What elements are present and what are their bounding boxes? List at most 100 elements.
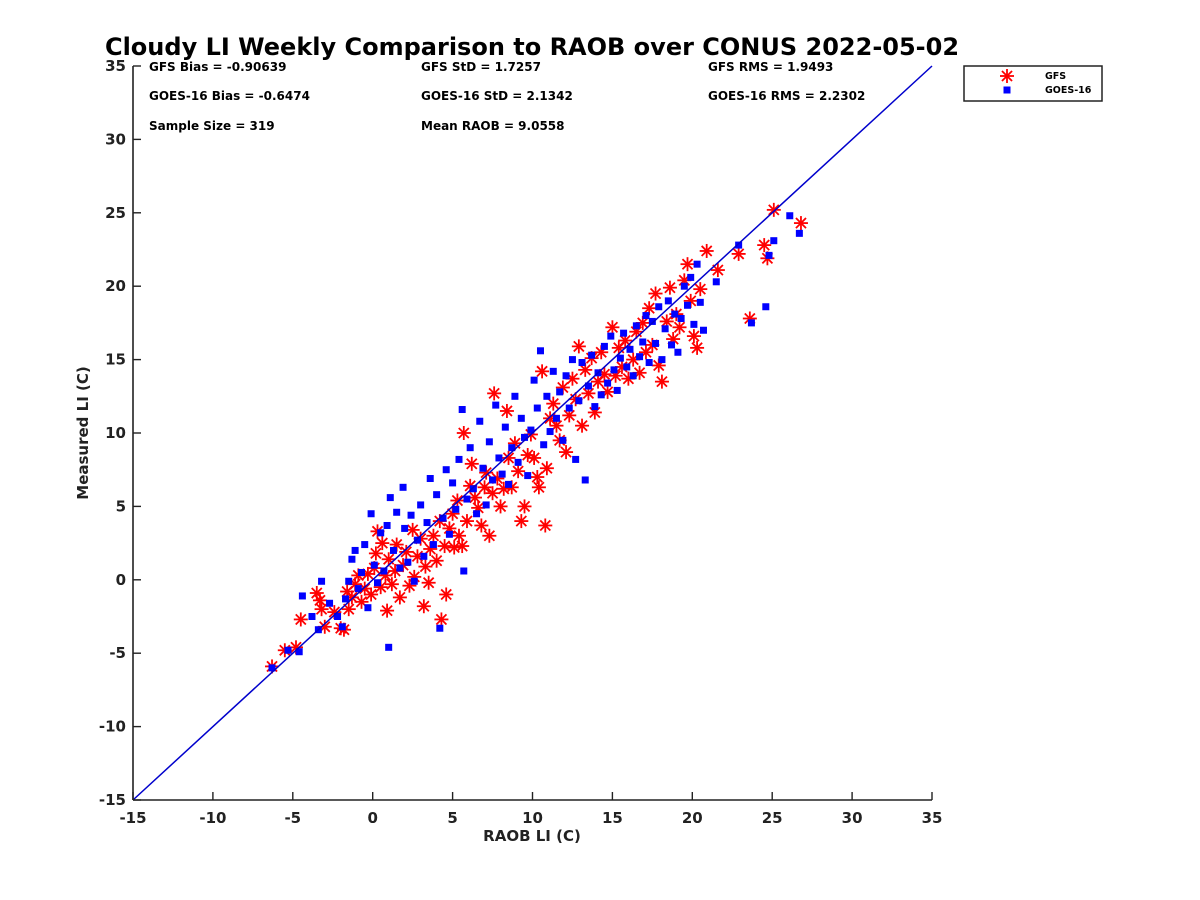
gfs-point <box>530 470 545 485</box>
goes16-point <box>655 303 663 311</box>
goes16-point <box>373 579 381 587</box>
goes16-point <box>385 643 393 651</box>
goes16-point <box>584 382 592 390</box>
goes16-point <box>377 529 385 537</box>
goes16-point <box>696 298 704 306</box>
goes16-point <box>632 322 640 330</box>
stat-gfs-std: GFS StD = 1.7257 <box>421 60 541 74</box>
y-tick-label: 10 <box>105 424 126 442</box>
goes16-point <box>399 483 407 491</box>
legend-gfs-marker <box>1000 69 1014 83</box>
goes16-point <box>436 624 444 632</box>
goes16-point <box>765 251 773 259</box>
goes16-point <box>489 476 497 484</box>
goes16-point <box>565 404 573 412</box>
goes16-point <box>501 423 509 431</box>
stat-goes-bias: GOES-16 Bias = -0.6474 <box>149 89 310 103</box>
goes16-point <box>693 260 701 268</box>
goes16-point <box>367 510 375 518</box>
goes16-point <box>476 417 484 425</box>
goes16-point <box>629 372 637 380</box>
goes16-point <box>762 303 770 311</box>
gfs-point <box>672 320 687 335</box>
points-layer <box>265 202 808 674</box>
goes16-point <box>469 485 477 493</box>
goes16-point <box>495 454 503 462</box>
goes16-point <box>423 519 431 527</box>
goes16-point <box>652 339 660 347</box>
goes16-point <box>562 372 570 380</box>
goes16-point <box>511 392 519 400</box>
gfs-point <box>654 374 669 389</box>
legend-gfs-label: GFS <box>1045 71 1066 82</box>
goes16-point <box>642 312 650 320</box>
goes16-point <box>351 546 359 554</box>
goes16-point <box>426 475 434 483</box>
goes16-point <box>452 505 460 513</box>
goes16-point <box>671 310 679 318</box>
goes16-point <box>639 338 647 346</box>
y-axis-label: Measured LI (C) <box>74 366 92 499</box>
gfs-point <box>439 587 454 602</box>
gfs-point <box>662 280 677 295</box>
goes16-point <box>442 466 450 474</box>
gfs-point <box>426 528 441 543</box>
gfs-point <box>710 263 725 278</box>
x-tick-label: -15 <box>119 809 146 827</box>
goes16-point <box>401 524 409 532</box>
gfs-point <box>693 282 708 297</box>
goes16-point <box>498 470 506 478</box>
goes16-point <box>389 546 397 554</box>
gfs-point <box>499 403 514 418</box>
goes16-point <box>380 567 388 575</box>
gfs-point <box>686 329 701 344</box>
goes16-point <box>581 476 589 484</box>
gfs-point <box>456 426 471 440</box>
goes16-point <box>546 428 554 436</box>
goes16-point <box>370 561 378 569</box>
goes16-point <box>591 403 599 411</box>
goes16-point <box>552 414 560 422</box>
goes16-point <box>298 592 306 600</box>
stat-gfs-bias: GFS Bias = -0.90639 <box>149 60 286 74</box>
gfs-point <box>418 559 433 574</box>
goes16-point <box>308 613 316 620</box>
goes16-point <box>466 444 474 452</box>
x-tick-label: 5 <box>447 809 457 827</box>
goes16-point <box>540 441 548 449</box>
goes16-point <box>479 464 487 472</box>
goes16-point <box>439 514 447 522</box>
gfs-point <box>680 257 695 272</box>
goes16-point <box>735 241 743 249</box>
gfs-point <box>527 450 542 465</box>
gfs-point <box>546 396 561 411</box>
x-axis-label: RAOB LI (C) <box>483 827 581 845</box>
gfs-point <box>559 445 574 460</box>
goes16-point <box>690 320 698 328</box>
gfs-point <box>731 246 746 261</box>
gfs-point <box>314 602 329 617</box>
y-tick-label: 25 <box>105 204 126 222</box>
gfs-point <box>392 590 407 605</box>
gfs-point <box>485 486 500 501</box>
goes16-point <box>284 646 292 654</box>
y-tick-label: 30 <box>105 130 126 148</box>
gfs-point <box>690 340 705 355</box>
gfs-point <box>380 603 395 618</box>
goes16-point <box>795 229 803 237</box>
gfs-point <box>434 612 449 627</box>
goes16-point <box>680 282 688 290</box>
goes16-point <box>473 510 481 518</box>
gfs-point <box>514 514 529 529</box>
goes16-point <box>626 345 634 353</box>
goes16-point <box>334 613 342 620</box>
goes16-point <box>417 501 425 509</box>
goes16-point <box>536 347 544 355</box>
goes16-point <box>786 212 794 220</box>
y-tick-label: 5 <box>116 497 126 515</box>
y-tick-label: 35 <box>105 57 126 75</box>
chart-title: Cloudy LI Weekly Comparison to RAOB over… <box>105 33 959 61</box>
gfs-point <box>368 546 383 561</box>
goes16-point <box>543 392 551 400</box>
